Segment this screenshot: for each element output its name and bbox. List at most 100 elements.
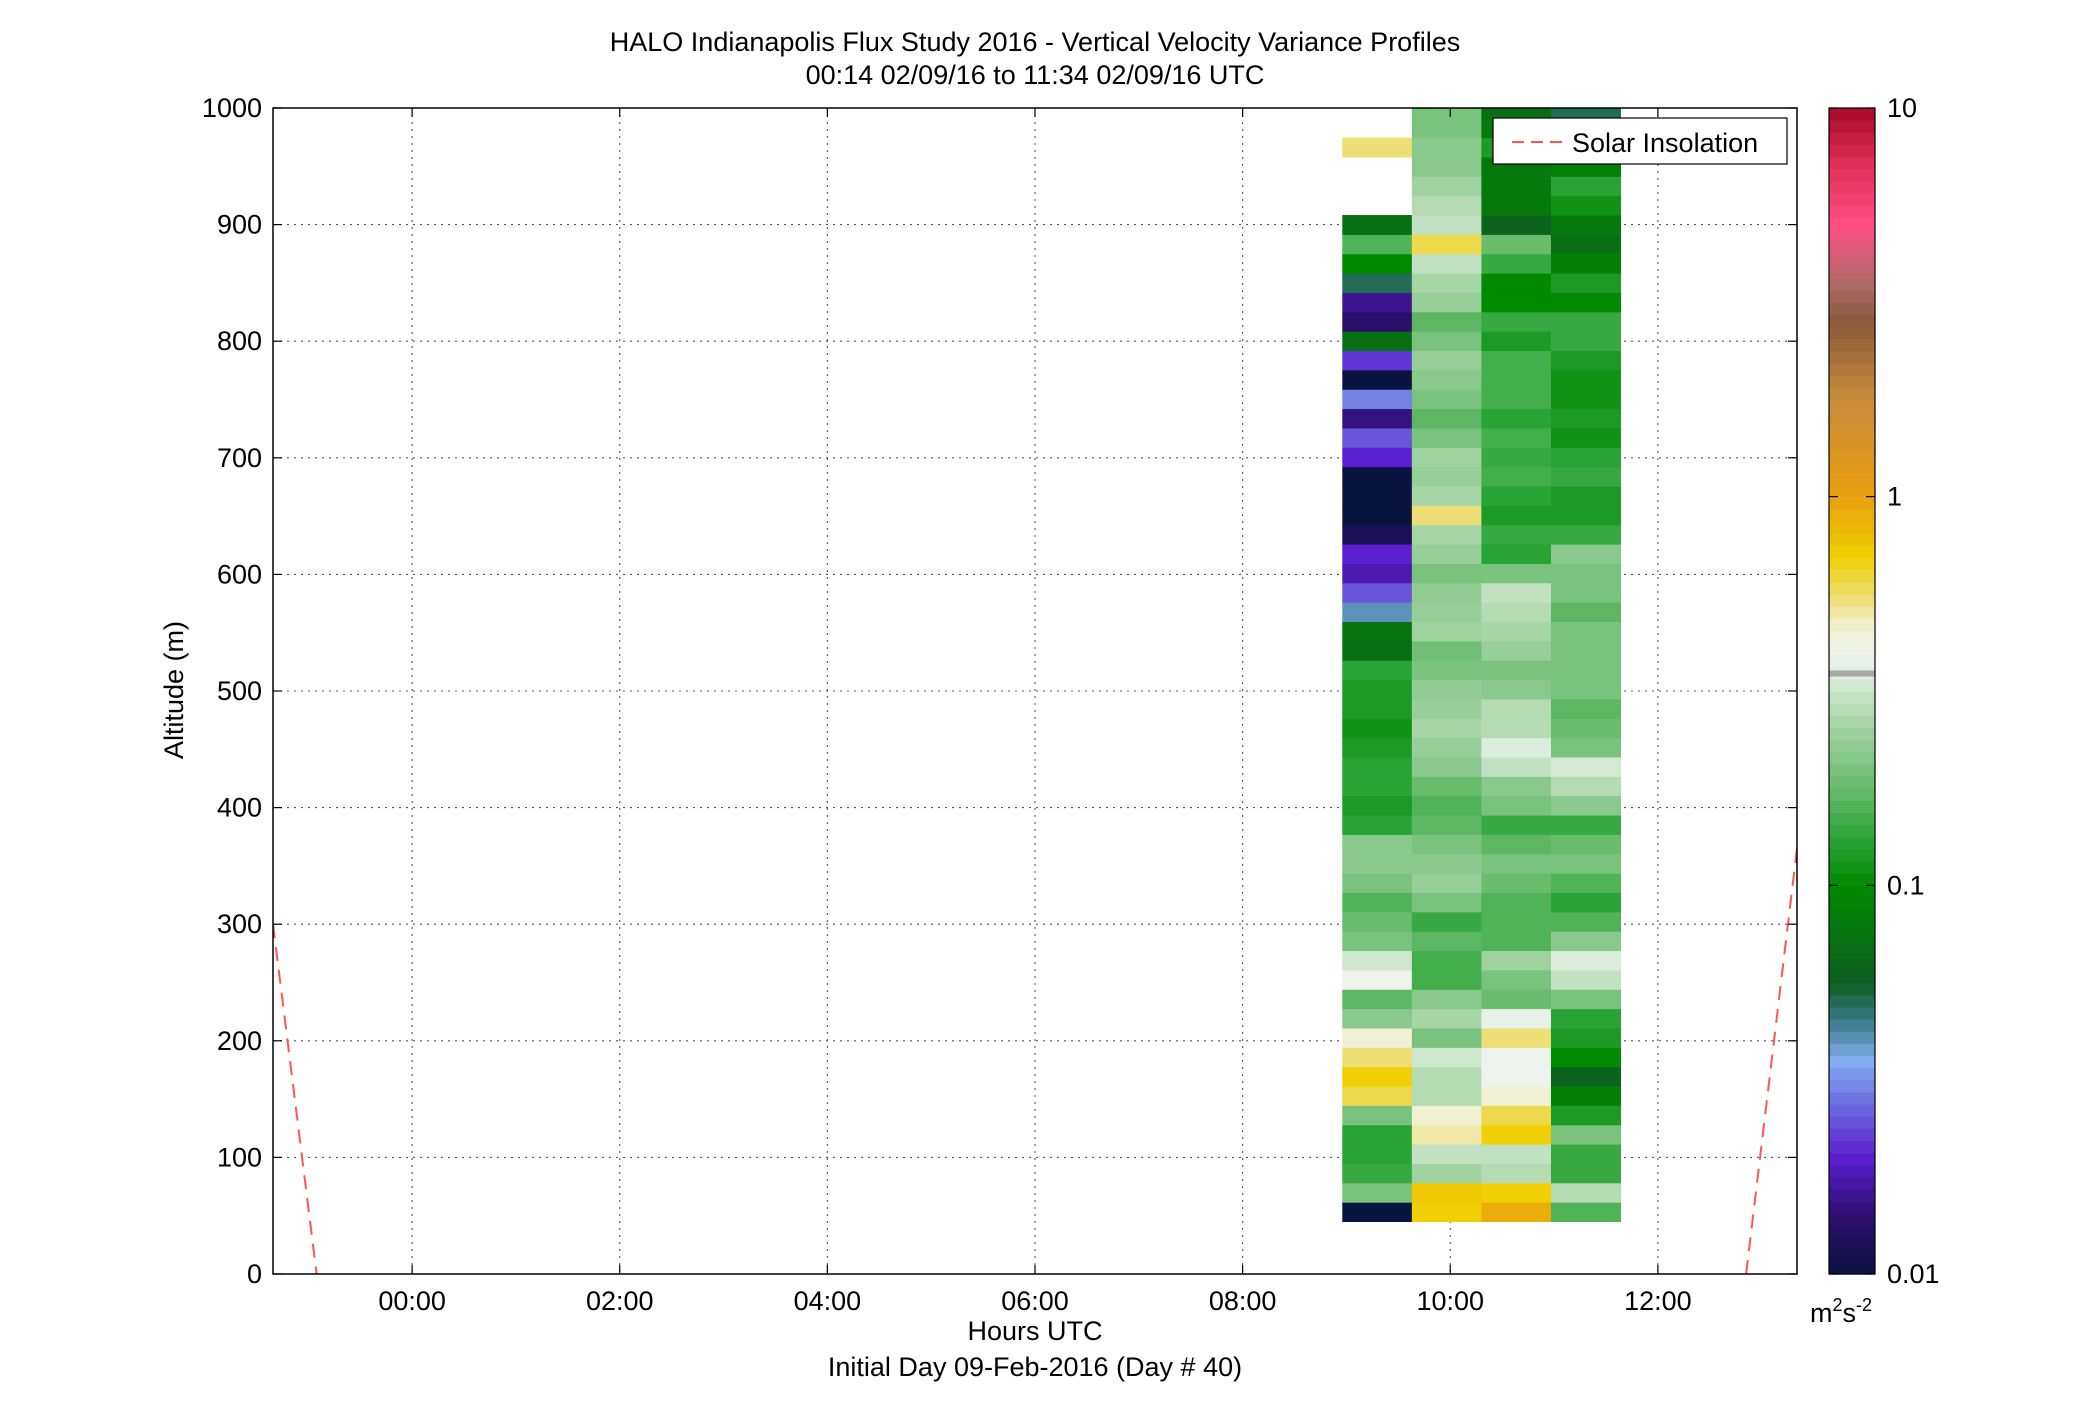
heatmap-cell xyxy=(1411,756,1482,777)
colorbar-step xyxy=(1829,229,1875,243)
heatmap-cell xyxy=(1550,1202,1622,1223)
chart-title: HALO Indianapolis Flux Study 2016 - Vert… xyxy=(610,27,1460,57)
heatmap-cell xyxy=(1481,505,1552,526)
x-tick-label: 06:00 xyxy=(1001,1286,1069,1316)
heatmap-cell xyxy=(1411,369,1482,390)
heatmap-cell xyxy=(1342,1144,1413,1164)
colorbar-tick-label: 0.1 xyxy=(1887,870,1925,900)
legend[interactable]: Solar Insolation xyxy=(1492,117,1788,165)
colorbar-step xyxy=(1829,897,1875,911)
heatmap-cell xyxy=(1411,1202,1482,1223)
colorbar-step xyxy=(1829,533,1875,546)
heatmap-cell xyxy=(1481,195,1552,216)
colorbar-step xyxy=(1829,180,1875,194)
colorbar-step xyxy=(1829,739,1875,753)
heatmap-cell xyxy=(1481,524,1552,545)
heatmap-cell xyxy=(1342,931,1413,952)
colorbar-step xyxy=(1829,496,1875,510)
colorbar-step xyxy=(1829,156,1875,170)
heatmap-cell xyxy=(1342,408,1413,429)
colorbar-step xyxy=(1829,241,1875,255)
heatmap-cell xyxy=(1342,292,1413,313)
heatmap-cell xyxy=(1550,795,1622,816)
colorbar-step xyxy=(1829,970,1875,984)
colorbar-step xyxy=(1829,1213,1875,1227)
heatmap-cell xyxy=(1550,1105,1622,1126)
heatmap-cell xyxy=(1550,602,1622,623)
heatmap-cell xyxy=(1550,1182,1622,1203)
y-tick-label: 600 xyxy=(217,559,262,589)
heatmap-cell xyxy=(1411,621,1482,642)
heatmap-cell xyxy=(1481,1202,1552,1223)
colorbar-step xyxy=(1829,581,1875,595)
heatmap-cell xyxy=(1550,834,1622,855)
colorbar-step xyxy=(1829,848,1875,862)
colorbar-step xyxy=(1829,1079,1875,1093)
heatmap-cell xyxy=(1411,582,1482,603)
heatmap-cell xyxy=(1550,776,1622,797)
heatmap-cell xyxy=(1342,834,1413,855)
heatmap-cell xyxy=(1411,447,1482,468)
heatmap-cell xyxy=(1411,969,1482,990)
heatmap-cell xyxy=(1550,969,1622,990)
x-tick-label: 02:00 xyxy=(586,1286,654,1316)
x-axis-ticks: 00:00 02:00 04:00 06:00 08:00 10:00 12:00 xyxy=(378,108,1692,1316)
colorbar-step xyxy=(1829,921,1875,935)
heatmap-cell xyxy=(1481,795,1552,816)
heatmap-cell xyxy=(1411,466,1482,487)
heatmap-cell xyxy=(1342,737,1413,758)
heatmap-cell xyxy=(1411,1008,1482,1029)
heatmap-cell xyxy=(1411,408,1482,429)
colorbar-step xyxy=(1829,217,1875,231)
colorbar-step xyxy=(1829,278,1875,291)
colorbar-step xyxy=(1829,350,1875,364)
colorbar-step xyxy=(1829,836,1875,850)
heatmap-cell xyxy=(1550,1124,1622,1145)
colorbar-grey-band xyxy=(1829,670,1875,677)
heatmap-cell xyxy=(1481,1163,1552,1184)
heatmap-cell xyxy=(1342,1202,1413,1223)
heatmap-cell xyxy=(1550,544,1622,564)
heatmap-cell xyxy=(1342,1182,1413,1203)
legend-label-solar-insolation: Solar Insolation xyxy=(1572,128,1758,158)
x-tick-label: 12:00 xyxy=(1624,1286,1692,1316)
heatmap-cell xyxy=(1342,1086,1413,1106)
heatmap-cell xyxy=(1481,679,1552,700)
heatmap-cell xyxy=(1342,815,1413,835)
colorbar-step xyxy=(1829,703,1875,716)
heatmap-cell xyxy=(1550,853,1622,874)
heatmap-cell xyxy=(1550,911,1622,932)
heatmap-cell xyxy=(1481,834,1552,855)
heatmap-cell xyxy=(1342,795,1413,816)
heatmap-cell xyxy=(1342,602,1413,623)
heatmap-cell xyxy=(1342,679,1413,700)
heatmap-cell xyxy=(1342,853,1413,874)
colorbar-step xyxy=(1829,1140,1875,1154)
heatmap-cell xyxy=(1481,1066,1552,1087)
heatmap-cell xyxy=(1550,950,1622,971)
colorbar-frame xyxy=(1828,107,1876,1275)
heatmap-cell xyxy=(1411,834,1482,855)
heatmap-cell xyxy=(1342,640,1413,661)
heatmap-cell xyxy=(1550,108,1622,119)
y-tick-label: 700 xyxy=(217,443,262,473)
colorbar-tick-label: 1 xyxy=(1887,482,1902,512)
heatmap-cell xyxy=(1411,350,1482,371)
heatmap-cell xyxy=(1411,118,1482,139)
heatmap-cell xyxy=(1411,892,1482,913)
heatmap-cell xyxy=(1550,524,1622,545)
colorbar-step xyxy=(1829,1201,1875,1214)
heatmap-cell xyxy=(1342,911,1413,932)
heatmap-cell xyxy=(1550,640,1622,661)
colorbar-step xyxy=(1829,120,1875,133)
y-tick-label: 0 xyxy=(247,1259,262,1289)
heatmap-cell xyxy=(1342,1163,1413,1184)
y-tick-label: 500 xyxy=(217,676,262,706)
heatmap-cell xyxy=(1481,621,1552,642)
colorbar-step xyxy=(1829,1164,1875,1178)
heatmap-cell xyxy=(1481,108,1552,119)
heatmap-cell xyxy=(1342,1105,1413,1126)
colorbar-unit-exp2: -2 xyxy=(1856,1295,1872,1315)
colorbar-step xyxy=(1829,253,1875,267)
